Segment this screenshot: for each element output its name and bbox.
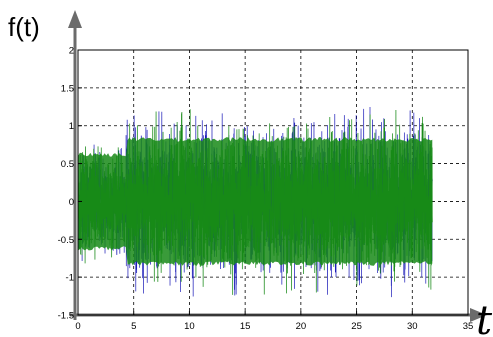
x-axis-ticks: 0 5 10 15 20 25 30 35 [75, 311, 473, 332]
x-tick-label: 20 [296, 321, 307, 332]
y-tick-label: -0.5 [58, 235, 74, 246]
signal-traces [77, 107, 433, 298]
x-tick-label: 0 [75, 321, 80, 332]
x-tick-label: 10 [184, 321, 195, 332]
x-axis-label: t [476, 298, 493, 337]
y-axis-ticks: -1.5 -1 -0.5 0 0.5 1 1.5 2 [58, 46, 82, 322]
y-tick-label: 0 [69, 197, 74, 208]
y-axis-label: f(t) [8, 12, 40, 42]
y-tick-label: 2 [69, 46, 74, 57]
x-tick-label: 30 [407, 321, 418, 332]
y-tick-label: 1.5 [61, 83, 74, 94]
x-tick-label: 15 [240, 321, 251, 332]
x-tick-label: 25 [351, 321, 362, 332]
y-axis-arrowhead-icon [68, 10, 82, 28]
x-tick-label: 5 [131, 321, 136, 332]
plot-frame [77, 49, 469, 316]
y-tick-label: -1 [66, 273, 74, 284]
x-tick-label: 35 [463, 321, 474, 332]
x-axis-arrowhead-icon [470, 308, 487, 322]
y-tick-label: 0.5 [61, 159, 74, 170]
y-tick-label: -1.5 [58, 311, 74, 322]
signal-dense-band [78, 137, 433, 266]
y-tick-label: 1 [69, 121, 74, 132]
